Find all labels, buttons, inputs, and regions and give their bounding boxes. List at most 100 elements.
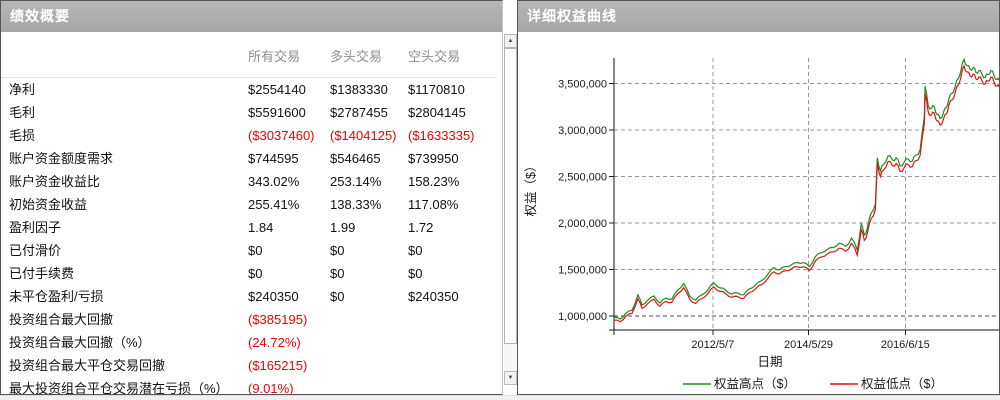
chart-axis-labels: 1,000,000 1,500,000 2,000,000 2,500,000 3,00… — [523, 79, 930, 370]
table-row: 账户资金收益比 343.02% 253.14% 158.23% — [1, 170, 497, 193]
svg-text:1,500,000: 1,500,000 — [558, 265, 607, 277]
row-value-all: $2554140 — [248, 82, 306, 97]
row-label: 账户资金收益比 — [9, 174, 101, 189]
row-value-all: $0 — [248, 243, 263, 258]
scrollbar-thumb[interactable] — [504, 48, 517, 344]
row-value-all: $0 — [248, 266, 263, 281]
row-value-short — [408, 308, 497, 331]
row-label: 盈利因子 — [9, 220, 62, 235]
performance-summary-body: 所有交易 多头交易 空头交易 净利 $2554140 $1383330 $117081… — [1, 34, 502, 394]
row-value-long: $0 — [330, 266, 345, 281]
table-row: 净利 $2554140 $1383330 $1170810 — [1, 78, 497, 102]
svg-text:2014/5/29: 2014/5/29 — [784, 339, 833, 351]
svg-text:2,500,000: 2,500,000 — [558, 172, 607, 184]
performance-summary-title: 绩效概要 — [10, 8, 70, 24]
row-value-all: (24.72%) — [248, 335, 301, 350]
table-row: 未平仓盈利/亏损 $240350 $0 $240350 — [1, 285, 497, 308]
row-value-long: 253.14% — [330, 174, 382, 189]
table-row: 已付滑价 $0 $0 $0 — [1, 239, 497, 262]
row-value-long: $546465 — [330, 151, 381, 166]
row-value-long: 1.99 — [330, 220, 356, 235]
chart-series — [614, 57, 999, 323]
performance-summary-panel: 绩效概要 所有交易 多头交易 空头交易 净利 $2554140 $1383330 $1… — [0, 0, 503, 395]
summary-vertical-scrollbar[interactable]: ▲ ▼ — [504, 34, 517, 385]
legend-label-low: 权益低点（$） — [861, 376, 943, 391]
row-value-all: 255.41% — [248, 197, 300, 212]
row-label: 投资组合最大平仓交易回撤 — [9, 358, 166, 373]
row-value-short — [408, 377, 497, 394]
svg-text:2012/5/7: 2012/5/7 — [691, 339, 734, 351]
svg-text:3,500,000: 3,500,000 — [558, 79, 607, 91]
row-value-all: ($385195) — [248, 312, 308, 327]
row-label: 毛利 — [9, 105, 36, 120]
row-value-long: $0 — [330, 289, 345, 304]
row-label: 毛损 — [9, 128, 36, 143]
equity-curve-title: 详细权益曲线 — [527, 8, 617, 24]
row-value-long — [330, 354, 408, 377]
svg-text:1,000,000: 1,000,000 — [558, 311, 607, 323]
equity-curve-header: 详细权益曲线 — [518, 1, 999, 34]
equity-curve-body: 1,000,000 1,500,000 2,000,000 2,500,000 3,00… — [518, 34, 999, 394]
table-header-row: 所有交易 多头交易 空头交易 — [1, 36, 497, 78]
row-value-short: $739950 — [408, 151, 459, 166]
row-value-all: (9.01%) — [248, 381, 294, 394]
table-row: 账户资金额度需求 $744595 $546465 $739950 — [1, 147, 497, 170]
row-label: 账户资金额度需求 — [9, 151, 114, 166]
row-label: 最大投资组合平仓交易潜在亏损（%） — [9, 381, 229, 394]
row-label: 已付滑价 — [9, 243, 62, 258]
svg-text:2016/6/15: 2016/6/15 — [881, 339, 930, 351]
legend-label-high: 权益高点（$） — [714, 376, 796, 391]
row-value-short: $2804145 — [408, 105, 466, 120]
row-value-all: ($165215) — [248, 358, 308, 373]
scrollbar-down-button[interactable]: ▼ — [504, 371, 517, 385]
row-value-long: ($1404125) — [330, 128, 397, 143]
row-value-all: ($3037460) — [248, 128, 315, 143]
performance-summary-table: 所有交易 多头交易 空头交易 净利 $2554140 $1383330 $117081… — [1, 36, 497, 394]
row-value-all: 343.02% — [248, 174, 300, 189]
row-value-short — [408, 354, 497, 377]
row-label: 投资组合最大回撤（%） — [9, 335, 151, 350]
row-value-short: $0 — [408, 243, 423, 258]
table-row: 毛损 ($3037460) ($1404125) ($1633335) — [1, 124, 497, 147]
row-value-all: 1.84 — [248, 220, 274, 235]
column-header-all-trades: 所有交易 — [248, 36, 330, 78]
row-value-long — [330, 377, 408, 394]
row-value-long: $0 — [330, 243, 345, 258]
row-label: 初始资金收益 — [9, 197, 88, 212]
table-row: 初始资金收益 255.41% 138.33% 117.08% — [1, 193, 497, 216]
table-row: 毛利 $5591600 $2787455 $2804145 — [1, 101, 497, 124]
scrollbar-up-button[interactable]: ▲ — [504, 34, 517, 48]
row-label: 净利 — [9, 82, 36, 97]
row-value-short: $240350 — [408, 289, 459, 304]
row-value-short: 117.08% — [408, 197, 459, 212]
x-axis-title: 日期 — [757, 355, 782, 369]
svg-text:3,000,000: 3,000,000 — [558, 125, 607, 137]
row-value-long — [330, 331, 408, 354]
svg-text:2,000,000: 2,000,000 — [558, 218, 607, 230]
row-label: 投资组合最大回撤 — [9, 312, 114, 327]
row-value-short: 1.72 — [408, 220, 434, 235]
row-label: 未平仓盈利/亏损 — [9, 289, 104, 304]
table-row: 已付手续费 $0 $0 $0 — [1, 262, 497, 285]
equity-high-line — [614, 57, 999, 320]
row-value-all: $744595 — [248, 151, 299, 166]
row-value-short: $0 — [408, 266, 423, 281]
chart-gridlines — [614, 58, 999, 330]
table-row: 投资组合最大回撤（%） (24.72%) — [1, 331, 497, 354]
row-value-long: $2787455 — [330, 105, 388, 120]
y-axis-title: 权益（$） — [523, 160, 538, 217]
table-row: 投资组合最大回撤 ($385195) — [1, 308, 497, 331]
column-header-long-trades: 多头交易 — [330, 36, 408, 78]
table-row: 投资组合最大平仓交易回撤 ($165215) — [1, 354, 497, 377]
row-value-all: $240350 — [248, 289, 299, 304]
column-header-short-trades: 空头交易 — [408, 36, 497, 78]
table-row: 盈利因子 1.84 1.99 1.72 — [1, 216, 497, 239]
row-value-long: $1383330 — [330, 82, 388, 97]
equity-curve-chart: 1,000,000 1,500,000 2,000,000 2,500,000 3,00… — [523, 57, 999, 391]
column-header-blank — [1, 36, 248, 78]
table-row: 最大投资组合平仓交易潜在亏损（%） (9.01%) — [1, 377, 497, 394]
row-value-long — [330, 308, 408, 331]
row-value-short: $1170810 — [408, 82, 465, 97]
row-value-short: ($1633335) — [408, 128, 475, 143]
